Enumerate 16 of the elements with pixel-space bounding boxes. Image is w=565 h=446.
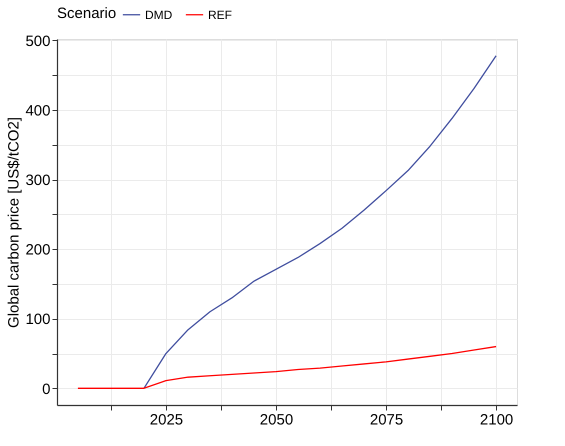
line-series [77, 346, 497, 389]
x-tick-label: 2075 [370, 412, 404, 428]
y-tick-label: 100 [25, 311, 50, 328]
x-tick-label: 2025 [150, 412, 184, 428]
y-tick-label: 500 [25, 32, 50, 50]
y-tick-label: 0 [42, 380, 50, 398]
y-tick-label: 300 [25, 172, 50, 190]
legend-title: Scenario [57, 5, 116, 22]
legend-label: REF [208, 8, 232, 22]
x-tick-label: 2100 [480, 412, 514, 428]
legend-label: DMD [145, 8, 173, 22]
y-axis-title: Global carbon price [US$/tCO2] [5, 117, 22, 328]
y-tick-label: 400 [25, 102, 50, 120]
line-series [143, 55, 497, 389]
x-tick-label: 2050 [260, 412, 294, 428]
y-tick-label: 200 [25, 242, 50, 259]
